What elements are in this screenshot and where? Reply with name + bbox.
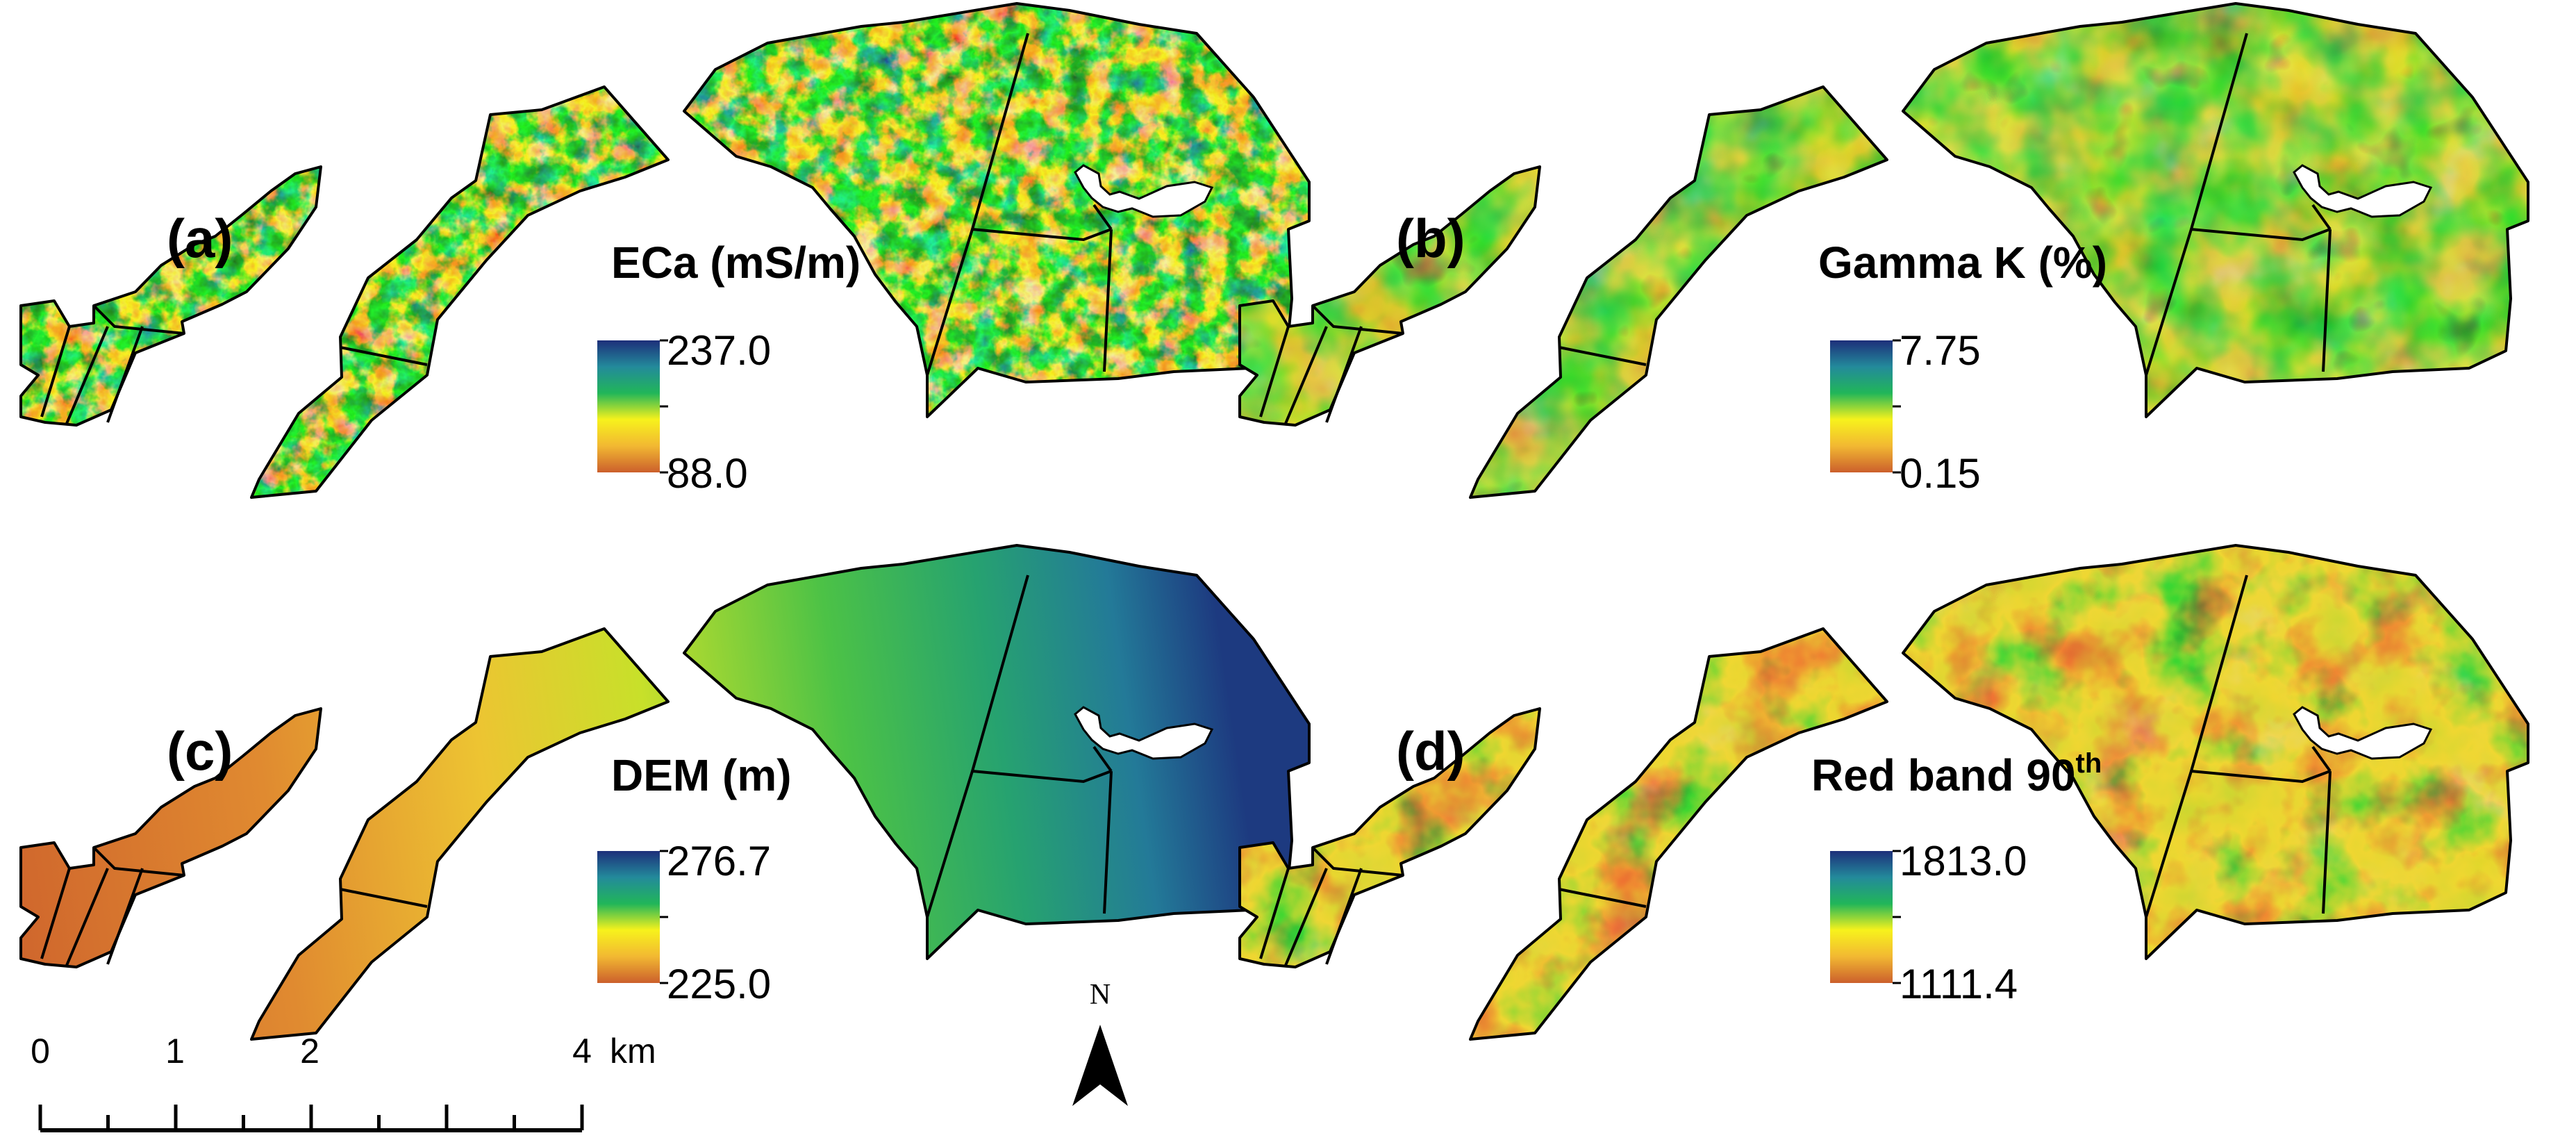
field-west bbox=[19, 165, 322, 427]
legend-title-c: DEM (m) bbox=[611, 750, 792, 800]
paddock-lines-middle bbox=[340, 346, 428, 366]
panel-label-b: (b) bbox=[1396, 208, 1465, 269]
legend-color-bar-a bbox=[597, 340, 660, 472]
field-middle bbox=[250, 85, 670, 499]
legend-min-a: 88.0 bbox=[667, 450, 748, 497]
scale-tick-label-4: 4 bbox=[572, 1032, 592, 1071]
scale-bar: 0 1 2 4 km bbox=[31, 1032, 656, 1132]
legend-title-superscript: th bbox=[2076, 748, 2102, 779]
map-panel-a: (a) ECa (mS/m) 237.0 88.0 bbox=[19, 2, 1311, 499]
legend-title-a: ECa (mS/m) bbox=[611, 238, 861, 288]
paddock-lines-west bbox=[1259, 846, 1404, 968]
panel-label-d: (d) bbox=[1396, 720, 1465, 782]
field-west bbox=[19, 707, 322, 968]
scale-bar-ticks bbox=[38, 1105, 584, 1130]
lake bbox=[1074, 706, 1214, 760]
legend-b: Gamma K (%) 7.75 0.15 bbox=[1818, 238, 2107, 497]
north-label: N bbox=[1090, 979, 1111, 1011]
lake bbox=[2293, 164, 2433, 218]
north-arrow-icon-right bbox=[1100, 1025, 1128, 1106]
panel-label-a: (a) bbox=[167, 208, 233, 269]
legend-color-bar-d bbox=[1830, 851, 1893, 983]
legend-title-b: Gamma K (%) bbox=[1818, 238, 2107, 288]
field-east bbox=[1902, 544, 2529, 960]
paddock-lines-middle bbox=[1559, 346, 1647, 366]
field-middle bbox=[1469, 627, 1888, 1041]
panel-label-c: (c) bbox=[167, 720, 233, 782]
lake bbox=[1074, 164, 1214, 218]
legend-max-b: 7.75 bbox=[1900, 327, 1981, 374]
legend-title-d: Red band 90th bbox=[1811, 748, 2102, 800]
paddock-lines-east bbox=[926, 575, 1113, 918]
legend-color-bar-b bbox=[1830, 340, 1893, 472]
field-west bbox=[1238, 707, 1541, 968]
field-middle bbox=[1469, 85, 1888, 499]
legend-min-d: 1111.4 bbox=[1900, 961, 2018, 1007]
paddock-lines-middle bbox=[340, 888, 428, 908]
legend-max-d: 1813.0 bbox=[1900, 838, 2027, 884]
legend-d: Red band 90th 1813.0 1111.4 bbox=[1811, 748, 2102, 1007]
field-west bbox=[1238, 165, 1541, 427]
legend-a: ECa (mS/m) 237.0 88.0 bbox=[597, 238, 861, 497]
legend-c: DEM (m) 276.7 225.0 bbox=[597, 750, 792, 1007]
legend-max-c: 276.7 bbox=[667, 838, 771, 884]
paddock-lines-west bbox=[40, 304, 185, 426]
field-middle bbox=[250, 627, 670, 1041]
field-boundaries-d bbox=[1238, 544, 2529, 1041]
legend-min-b: 0.15 bbox=[1900, 450, 1981, 497]
map-panel-b: (b) Gamma K (%) 7.75 0.15 bbox=[1238, 2, 2529, 499]
map-panel-c: (c) DEM (m) 276.7 225.0 bbox=[19, 544, 1311, 1041]
legend-max-a: 237.0 bbox=[667, 327, 771, 374]
scale-unit-label: km bbox=[610, 1032, 656, 1071]
north-arrow: N bbox=[1072, 979, 1128, 1106]
paddock-lines-east bbox=[2145, 33, 2332, 376]
legend-min-c: 225.0 bbox=[667, 961, 771, 1007]
paddock-lines-west bbox=[1259, 304, 1404, 426]
field-boundaries-b bbox=[1238, 2, 2529, 499]
north-arrow-icon bbox=[1072, 1025, 1100, 1106]
scale-tick-label-2: 2 bbox=[300, 1032, 319, 1071]
field-boundaries-c bbox=[19, 544, 1311, 1041]
map-panel-d: (d) Red band 90th 1813.0 1111.4 bbox=[1238, 544, 2529, 1041]
paddock-lines-middle bbox=[1559, 888, 1647, 908]
scale-tick-label-1: 1 bbox=[165, 1032, 185, 1071]
paddock-lines-east bbox=[926, 33, 1113, 376]
field-east bbox=[1902, 2, 2529, 418]
paddock-lines-east bbox=[2145, 575, 2332, 918]
legend-color-bar-c bbox=[597, 851, 660, 983]
paddock-lines-west bbox=[40, 846, 185, 968]
scale-tick-label-0: 0 bbox=[31, 1032, 50, 1071]
lake bbox=[2293, 706, 2433, 760]
